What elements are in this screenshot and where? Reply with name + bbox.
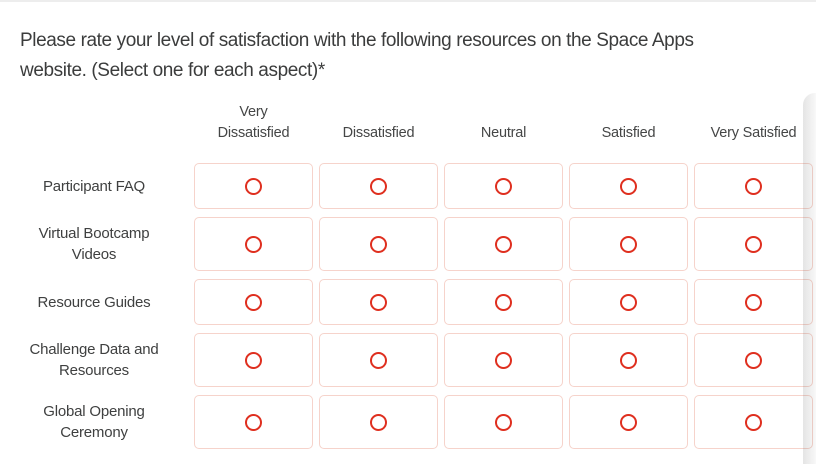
radio-button[interactable]	[245, 293, 262, 311]
radio-cell-virtual-bootcamp-videos-neutral[interactable]	[444, 217, 563, 271]
question-line-1: Please rate your level of satisfaction w…	[20, 30, 694, 51]
radio-cell-challenge-data-and-resources-very-satisfied[interactable]	[694, 333, 813, 387]
column-header-very-satisfied: Very Satisfied	[710, 125, 797, 141]
row-label: Participant FAQ	[42, 177, 146, 195]
radio-button[interactable]	[620, 351, 637, 369]
radio-button[interactable]	[745, 351, 762, 369]
radio-button[interactable]	[245, 177, 262, 195]
radio-cell-global-opening-ceremony-neutral[interactable]	[444, 395, 563, 449]
radio-cell-challenge-data-and-resources-satisfied[interactable]	[569, 333, 688, 387]
radio-cell-resource-guides-satisfied[interactable]	[569, 279, 688, 325]
radio-button[interactable]	[620, 413, 637, 431]
satisfaction-matrix: Very Dissatisfied Dissatisfied Neutral Sati…	[0, 93, 816, 457]
radio-button[interactable]	[245, 235, 262, 253]
matrix-header-row: Very Dissatisfied Dissatisfied Neutral Sati…	[0, 93, 816, 144]
question-title: Please rate your level of satisfaction w…	[20, 26, 812, 86]
matrix-row-participant-faq: Participant FAQ	[0, 163, 816, 209]
radio-button[interactable]	[495, 235, 512, 253]
radio-button[interactable]	[745, 177, 762, 195]
matrix-rows: Participant FAQ Virtual Bootcamp Videos Re…	[0, 163, 816, 449]
radio-cell-challenge-data-and-resources-dissatisfied[interactable]	[319, 333, 438, 387]
radio-button[interactable]	[370, 351, 387, 369]
column-header-dissatisfied: Dissatisfied	[342, 125, 415, 141]
radio-cell-participant-faq-very-satisfied[interactable]	[694, 163, 813, 209]
radio-button[interactable]	[620, 293, 637, 311]
matrix-row-resource-guides: Resource Guides	[0, 279, 816, 325]
header-spacer	[0, 93, 188, 144]
radio-button[interactable]	[495, 293, 512, 311]
radio-button[interactable]	[745, 235, 762, 253]
radio-button[interactable]	[620, 177, 637, 195]
row-label: Challenge Data and Resources	[29, 341, 159, 379]
row-label: Virtual Bootcamp Videos	[38, 225, 150, 263]
required-asterisk: *	[317, 60, 325, 81]
column-header-neutral: Neutral	[480, 125, 527, 141]
radio-cell-virtual-bootcamp-videos-very-satisfied[interactable]	[694, 217, 813, 271]
radio-button[interactable]	[620, 235, 637, 253]
radio-cell-resource-guides-very-dissatisfied[interactable]	[194, 279, 313, 325]
radio-button[interactable]	[245, 413, 262, 431]
radio-button[interactable]	[370, 177, 387, 195]
column-header-very-dissatisfied: Very Dissatisfied	[217, 104, 290, 141]
radio-button[interactable]	[370, 293, 387, 311]
radio-button[interactable]	[245, 351, 262, 369]
radio-cell-global-opening-ceremony-satisfied[interactable]	[569, 395, 688, 449]
radio-cell-virtual-bootcamp-videos-satisfied[interactable]	[569, 217, 688, 271]
radio-cell-resource-guides-dissatisfied[interactable]	[319, 279, 438, 325]
radio-button[interactable]	[495, 351, 512, 369]
matrix-row-challenge-data-and-resources: Challenge Data and Resources	[0, 333, 816, 387]
column-header-satisfied: Satisfied	[601, 125, 656, 141]
radio-cell-participant-faq-satisfied[interactable]	[569, 163, 688, 209]
question-line-2: website. (Select one for each aspect)	[20, 60, 318, 81]
radio-button[interactable]	[370, 235, 387, 253]
row-label: Global Opening Ceremony	[43, 403, 145, 441]
radio-button[interactable]	[370, 413, 387, 431]
radio-button[interactable]	[495, 177, 512, 195]
top-divider	[0, 0, 816, 2]
row-label: Resource Guides	[37, 293, 151, 311]
radio-cell-global-opening-ceremony-very-dissatisfied[interactable]	[194, 395, 313, 449]
radio-button[interactable]	[745, 413, 762, 431]
radio-cell-participant-faq-very-dissatisfied[interactable]	[194, 163, 313, 209]
radio-button[interactable]	[745, 293, 762, 311]
radio-cell-resource-guides-very-satisfied[interactable]	[694, 279, 813, 325]
radio-cell-global-opening-ceremony-very-satisfied[interactable]	[694, 395, 813, 449]
radio-cell-participant-faq-dissatisfied[interactable]	[319, 163, 438, 209]
radio-cell-challenge-data-and-resources-very-dissatisfied[interactable]	[194, 333, 313, 387]
matrix-row-virtual-bootcamp-videos: Virtual Bootcamp Videos	[0, 217, 816, 271]
radio-cell-participant-faq-neutral[interactable]	[444, 163, 563, 209]
matrix-row-global-opening-ceremony: Global Opening Ceremony	[0, 395, 816, 449]
radio-cell-challenge-data-and-resources-neutral[interactable]	[444, 333, 563, 387]
radio-cell-global-opening-ceremony-dissatisfied[interactable]	[319, 395, 438, 449]
radio-cell-resource-guides-neutral[interactable]	[444, 279, 563, 325]
radio-button[interactable]	[495, 413, 512, 431]
radio-cell-virtual-bootcamp-videos-very-dissatisfied[interactable]	[194, 217, 313, 271]
radio-cell-virtual-bootcamp-videos-dissatisfied[interactable]	[319, 217, 438, 271]
scroll-shadow	[803, 93, 816, 464]
